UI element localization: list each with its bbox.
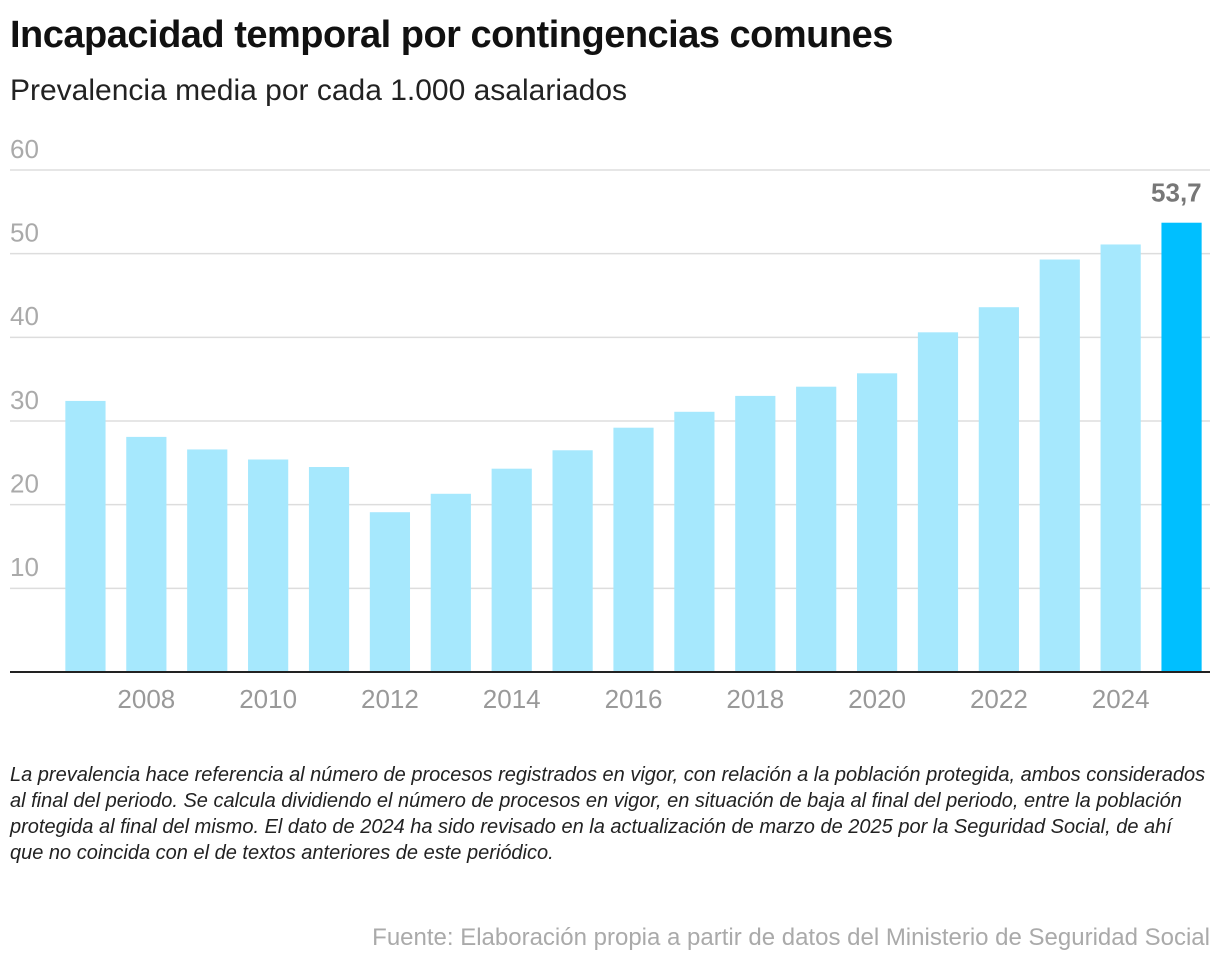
x-tick-label: 2008 xyxy=(117,684,175,714)
y-tick-label: 30 xyxy=(10,385,39,415)
bar xyxy=(369,512,411,672)
x-tick-label: 2018 xyxy=(726,684,784,714)
bar xyxy=(796,386,837,672)
value-label: 53,7 xyxy=(1151,178,1202,208)
x-tick-label: 2024 xyxy=(1092,684,1150,714)
y-tick-label: 60 xyxy=(10,134,39,164)
bar xyxy=(552,450,593,672)
bar xyxy=(917,332,959,672)
y-tick-label: 20 xyxy=(10,469,39,499)
bar xyxy=(126,436,167,672)
x-tick-label: 2016 xyxy=(605,684,663,714)
y-tick-label: 40 xyxy=(10,301,39,331)
bar xyxy=(1161,222,1202,672)
note: La prevalencia hace referencia al número… xyxy=(10,764,1206,864)
x-tick-label: 2020 xyxy=(848,684,906,714)
source: Fuente: Elaboración propia a partir de d… xyxy=(372,924,1210,951)
bar xyxy=(65,400,106,672)
bar xyxy=(491,468,532,672)
chart: 10 20 30 40 50 60 2008 2010 2012 2014 2016 2018 2020… xyxy=(10,134,1210,714)
bar xyxy=(430,493,471,672)
y-tick-label: 10 xyxy=(10,552,39,582)
x-tick-label: 2012 xyxy=(361,684,419,714)
y-tick-label: 50 xyxy=(10,218,39,248)
x-tick-label: 2010 xyxy=(239,684,297,714)
bar xyxy=(187,449,228,672)
bar xyxy=(978,307,1019,672)
bar xyxy=(856,373,898,672)
bar xyxy=(248,459,289,672)
bar xyxy=(613,427,654,672)
bar xyxy=(1100,244,1141,673)
x-tick-label: 2014 xyxy=(483,684,541,714)
bar xyxy=(308,467,350,672)
subtitle: Prevalencia media por cada 1.000 asalari… xyxy=(10,74,628,107)
title: Incapacidad temporal por contingencias c… xyxy=(10,14,893,56)
bar xyxy=(1039,259,1080,672)
bar xyxy=(674,411,715,672)
bar xyxy=(735,395,776,672)
x-tick-label: 2022 xyxy=(970,684,1028,714)
